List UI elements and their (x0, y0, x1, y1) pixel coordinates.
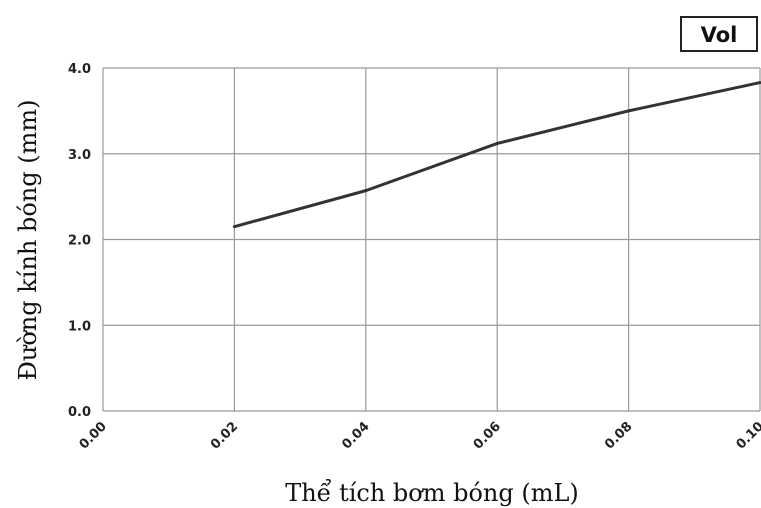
y-tick-labels: 0.0 1.0 2.0 3.0 4.0 (68, 62, 91, 420)
y-tick-label: 1.0 (68, 319, 91, 334)
y-axis-label: Đường kính bóng (mm) (14, 100, 42, 381)
data-point (495, 141, 499, 145)
x-tick-label: 0.10 (734, 419, 761, 452)
x-tick-label: 0.08 (602, 419, 635, 452)
x-tick-label: 0.04 (339, 419, 372, 452)
vol-badge-label: Vol (701, 23, 738, 47)
grid-lines (102, 67, 761, 412)
data-point (232, 225, 236, 229)
x-tick-label: 0.00 (77, 419, 110, 452)
x-axis-label: Thể tích bơm bóng (mL) (285, 478, 579, 507)
series-lines (232, 81, 761, 229)
x-tick-label: 0.06 (471, 419, 504, 452)
y-tick-label: 3.0 (68, 148, 91, 163)
y-tick-label: 0.0 (68, 405, 91, 420)
y-tick-label: 2.0 (68, 234, 91, 249)
data-point (364, 189, 368, 193)
vol-badge-box (680, 16, 758, 52)
x-tick-labels: 0.00 0.02 0.04 0.06 0.08 0.10 (77, 419, 761, 452)
data-point (627, 109, 631, 113)
data-point (758, 81, 761, 85)
vol-badge: Vol (680, 16, 758, 52)
y-tick-label: 4.0 (68, 62, 91, 77)
x-tick-label: 0.02 (208, 419, 241, 452)
